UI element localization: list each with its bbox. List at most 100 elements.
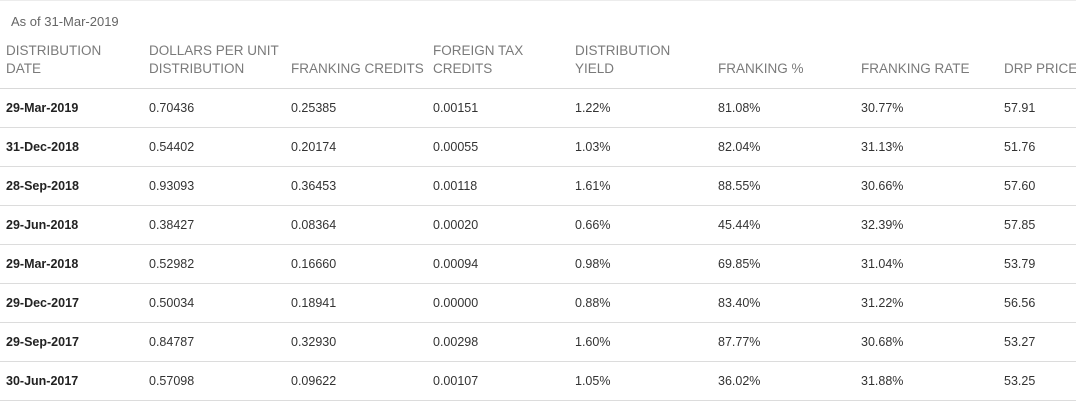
table-row: 30-Jun-2017 0.57098 0.09622 0.00107 1.05% 36.…	[0, 361, 1076, 401]
cell-franking-percent: 69.85%	[711, 244, 854, 284]
cell-distribution-date: 30-Jun-2017	[0, 361, 142, 401]
cell-franking-percent: 88.55%	[711, 166, 854, 206]
header-row: DISTRIBUTION DATE DOLLARS PER UNIT DISTRIBU…	[0, 40, 1076, 89]
cell-franking-rate: 30.77%	[854, 88, 997, 128]
header-line	[718, 42, 854, 60]
cell-distribution-yield: 1.03%	[568, 127, 711, 167]
cell-distribution-yield: 0.66%	[568, 205, 711, 245]
cell-dollars-per-unit: 0.52982	[142, 244, 284, 284]
header-dollars-per-unit: DOLLARS PER UNIT DISTRIBUTION	[142, 40, 284, 89]
cell-dollars-per-unit: 0.70436	[142, 88, 284, 128]
cell-franking-rate: 31.22%	[854, 283, 997, 323]
cell-distribution-yield: 1.05%	[568, 361, 711, 401]
table-row: 29-Dec-2017 0.50034 0.18941 0.00000 0.88% 83.…	[0, 283, 1076, 323]
cell-franking-percent: 81.08%	[711, 88, 854, 128]
cell-distribution-date: 29-Jun-2018	[0, 205, 142, 245]
table-row: 29-Sep-2017 0.84787 0.32930 0.00298 1.60% 87.…	[0, 322, 1076, 362]
header-distribution-date: DISTRIBUTION DATE	[0, 40, 142, 89]
cell-franking-credits: 0.16660	[284, 244, 426, 284]
cell-franking-percent: 82.04%	[711, 127, 854, 167]
cell-franking-rate: 30.68%	[854, 322, 997, 362]
header-franking-rate: FRANKING RATE	[854, 40, 997, 89]
table-row: 28-Sep-2018 0.93093 0.36453 0.00118 1.61% 88.…	[0, 166, 1076, 206]
cell-franking-rate: 32.39%	[854, 205, 997, 245]
distribution-table: DISTRIBUTION DATE DOLLARS PER UNIT DISTRIBU…	[0, 40, 1076, 401]
top-divider	[0, 0, 1076, 1]
header-line: DOLLARS PER UNIT	[149, 42, 279, 58]
cell-distribution-date: 31-Dec-2018	[0, 127, 142, 167]
header-foreign-tax-credits: FOREIGN TAX CREDITS	[426, 40, 568, 89]
cell-distribution-yield: 0.88%	[568, 283, 711, 323]
header-franking-percent: FRANKING %	[711, 40, 854, 89]
table-row: 29-Jun-2018 0.38427 0.08364 0.00020 0.66% 45.…	[0, 205, 1076, 245]
cell-foreign-tax-credits: 0.00094	[426, 244, 568, 284]
table-header: DISTRIBUTION DATE DOLLARS PER UNIT DISTRIBU…	[0, 40, 1076, 89]
cell-foreign-tax-credits: 0.00000	[426, 283, 568, 323]
cell-drp-price: 51.76	[997, 127, 1076, 167]
cell-franking-percent: 87.77%	[711, 322, 854, 362]
cell-drp-price: 53.79	[997, 244, 1076, 284]
cell-distribution-date: 29-Mar-2018	[0, 244, 142, 284]
cell-drp-price: 53.27	[997, 322, 1076, 362]
header-line: DISTRIBUTION	[575, 42, 671, 58]
cell-franking-credits: 0.36453	[284, 166, 426, 206]
cell-foreign-tax-credits: 0.00055	[426, 127, 568, 167]
header-line: DISTRIBUTION	[149, 60, 245, 76]
header-line: FRANKING RATE	[861, 60, 970, 76]
header-line	[861, 42, 997, 60]
cell-distribution-date: 29-Dec-2017	[0, 283, 142, 323]
header-line: DRP PRICE	[1004, 60, 1076, 76]
cell-foreign-tax-credits: 0.00298	[426, 322, 568, 362]
header-franking-credits: FRANKING CREDITS	[284, 40, 426, 89]
cell-franking-percent: 36.02%	[711, 361, 854, 401]
cell-dollars-per-unit: 0.38427	[142, 205, 284, 245]
cell-distribution-yield: 1.60%	[568, 322, 711, 362]
cell-dollars-per-unit: 0.50034	[142, 283, 284, 323]
cell-franking-rate: 31.04%	[854, 244, 997, 284]
cell-franking-rate: 31.88%	[854, 361, 997, 401]
cell-dollars-per-unit: 0.54402	[142, 127, 284, 167]
cell-distribution-date: 29-Sep-2017	[0, 322, 142, 362]
cell-drp-price: 57.85	[997, 205, 1076, 245]
cell-distribution-date: 28-Sep-2018	[0, 166, 142, 206]
cell-foreign-tax-credits: 0.00151	[426, 88, 568, 128]
header-drp-price: DRP PRICE	[997, 40, 1076, 89]
cell-distribution-date: 29-Mar-2019	[0, 88, 142, 128]
table-body: 29-Mar-2019 0.70436 0.25385 0.00151 1.22% 81.…	[0, 88, 1076, 401]
cell-drp-price: 57.91	[997, 88, 1076, 128]
header-line	[291, 42, 426, 60]
header-line: YIELD	[575, 60, 615, 76]
cell-franking-rate: 30.66%	[854, 166, 997, 206]
cell-franking-percent: 83.40%	[711, 283, 854, 323]
header-line	[1004, 42, 1076, 60]
header-line: DISTRIBUTION	[6, 42, 102, 58]
header-line: FOREIGN TAX	[433, 42, 524, 58]
cell-franking-credits: 0.32930	[284, 322, 426, 362]
header-line: FRANKING CREDITS	[291, 60, 424, 76]
cell-dollars-per-unit: 0.84787	[142, 322, 284, 362]
cell-franking-credits: 0.09622	[284, 361, 426, 401]
cell-distribution-yield: 0.98%	[568, 244, 711, 284]
header-line: FRANKING %	[718, 60, 804, 76]
cell-drp-price: 56.56	[997, 283, 1076, 323]
cell-dollars-per-unit: 0.57098	[142, 361, 284, 401]
cell-franking-percent: 45.44%	[711, 205, 854, 245]
cell-distribution-yield: 1.61%	[568, 166, 711, 206]
cell-franking-credits: 0.25385	[284, 88, 426, 128]
as-of-date: As of 31-Mar-2019	[11, 14, 119, 29]
header-line: CREDITS	[433, 60, 493, 76]
cell-dollars-per-unit: 0.93093	[142, 166, 284, 206]
cell-franking-credits: 0.08364	[284, 205, 426, 245]
cell-distribution-yield: 1.22%	[568, 88, 711, 128]
cell-foreign-tax-credits: 0.00118	[426, 166, 568, 206]
table-row: 31-Dec-2018 0.54402 0.20174 0.00055 1.03% 82.…	[0, 127, 1076, 167]
cell-foreign-tax-credits: 0.00107	[426, 361, 568, 401]
cell-foreign-tax-credits: 0.00020	[426, 205, 568, 245]
table-row: 29-Mar-2018 0.52982 0.16660 0.00094 0.98% 69.…	[0, 244, 1076, 284]
cell-franking-credits: 0.18941	[284, 283, 426, 323]
cell-drp-price: 57.60	[997, 166, 1076, 206]
table-row: 29-Mar-2019 0.70436 0.25385 0.00151 1.22% 81.…	[0, 88, 1076, 128]
cell-franking-rate: 31.13%	[854, 127, 997, 167]
cell-franking-credits: 0.20174	[284, 127, 426, 167]
